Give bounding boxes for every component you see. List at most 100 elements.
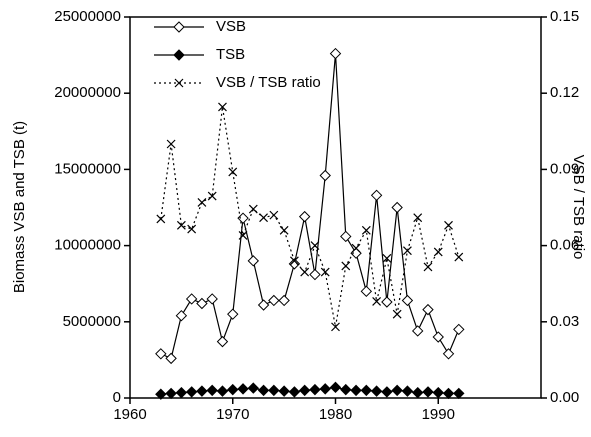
point xyxy=(422,386,434,398)
point xyxy=(319,383,331,395)
point xyxy=(237,383,249,395)
point xyxy=(165,352,177,365)
point xyxy=(187,224,197,234)
y-tick-label: 20000000 xyxy=(54,84,121,101)
point xyxy=(268,384,280,397)
point xyxy=(329,47,342,60)
point xyxy=(257,299,270,311)
point xyxy=(289,256,299,266)
point xyxy=(320,267,330,277)
point xyxy=(331,322,340,332)
point xyxy=(381,296,393,308)
point xyxy=(403,246,412,256)
point xyxy=(422,303,434,316)
point xyxy=(176,220,186,230)
point xyxy=(361,225,371,235)
legend-label: VSB / TSB ratio xyxy=(216,74,321,91)
point xyxy=(216,335,229,348)
y2-tick-label: 0.00 xyxy=(550,389,579,406)
point xyxy=(340,230,352,243)
point xyxy=(237,212,249,224)
point xyxy=(227,308,239,320)
legend-marker xyxy=(174,78,184,88)
point xyxy=(196,297,208,310)
point xyxy=(216,385,229,397)
point xyxy=(278,294,290,307)
point xyxy=(433,247,443,257)
point xyxy=(257,384,270,397)
series-line xyxy=(160,106,460,327)
point xyxy=(411,386,424,399)
point xyxy=(454,252,464,262)
point xyxy=(298,210,311,223)
y2-tick-label: 0.15 xyxy=(550,8,579,25)
y2-tick-label: 0.09 xyxy=(550,160,579,177)
point xyxy=(269,210,279,220)
point xyxy=(238,231,248,240)
x-tick-label: 1990 xyxy=(422,406,455,423)
point xyxy=(298,384,311,397)
point xyxy=(392,309,402,319)
point xyxy=(360,285,373,298)
point xyxy=(165,387,177,400)
point xyxy=(196,385,208,397)
point xyxy=(278,385,290,397)
point xyxy=(442,387,455,400)
plot-frame xyxy=(129,16,542,399)
point xyxy=(228,167,238,177)
point xyxy=(372,297,382,306)
legend-label: TSB xyxy=(216,46,245,63)
x-tick-label: 1960 xyxy=(113,406,146,423)
y2-tick-label: 0.06 xyxy=(550,237,579,254)
point xyxy=(207,191,217,201)
point xyxy=(391,201,403,214)
point xyxy=(155,348,167,360)
point xyxy=(288,386,301,398)
point xyxy=(166,139,176,149)
point xyxy=(155,388,167,400)
point xyxy=(319,169,331,182)
y-tick-label: 5000000 xyxy=(63,313,121,330)
point xyxy=(401,385,414,397)
point xyxy=(279,225,289,235)
point xyxy=(227,383,239,396)
point xyxy=(341,261,351,271)
point xyxy=(391,384,403,397)
point xyxy=(185,293,198,305)
point xyxy=(411,325,424,337)
point xyxy=(329,381,342,394)
x-tick-label: 1980 xyxy=(319,406,352,423)
y2-axis-label: VSB / TSB ratio xyxy=(570,155,587,260)
legend-marker xyxy=(173,49,185,61)
point xyxy=(442,348,455,360)
point xyxy=(382,253,392,263)
y-axis-label: Biomass VSB and TSB (t) xyxy=(11,121,28,293)
y-tick-label: 10000000 xyxy=(54,237,121,254)
point xyxy=(206,293,218,305)
y2-tick-label: 0.12 xyxy=(550,84,579,101)
point xyxy=(218,102,227,112)
point xyxy=(309,383,321,396)
x-tick-label: 1970 xyxy=(216,406,249,423)
point xyxy=(300,267,310,277)
point xyxy=(310,241,320,251)
point xyxy=(350,384,362,397)
legend-marker xyxy=(173,21,185,33)
point xyxy=(185,386,198,398)
legend-label: VSB xyxy=(216,18,246,35)
y2-tick-label: 0.03 xyxy=(550,313,579,330)
point xyxy=(247,382,260,394)
point xyxy=(432,331,444,343)
point xyxy=(340,383,352,396)
point xyxy=(413,213,423,223)
point xyxy=(360,384,373,397)
point xyxy=(432,386,444,399)
point xyxy=(423,262,433,272)
point xyxy=(197,197,207,207)
y-tick-label: 15000000 xyxy=(54,160,121,177)
point xyxy=(248,204,258,214)
point xyxy=(268,294,280,307)
point xyxy=(381,386,393,398)
point xyxy=(444,220,453,230)
